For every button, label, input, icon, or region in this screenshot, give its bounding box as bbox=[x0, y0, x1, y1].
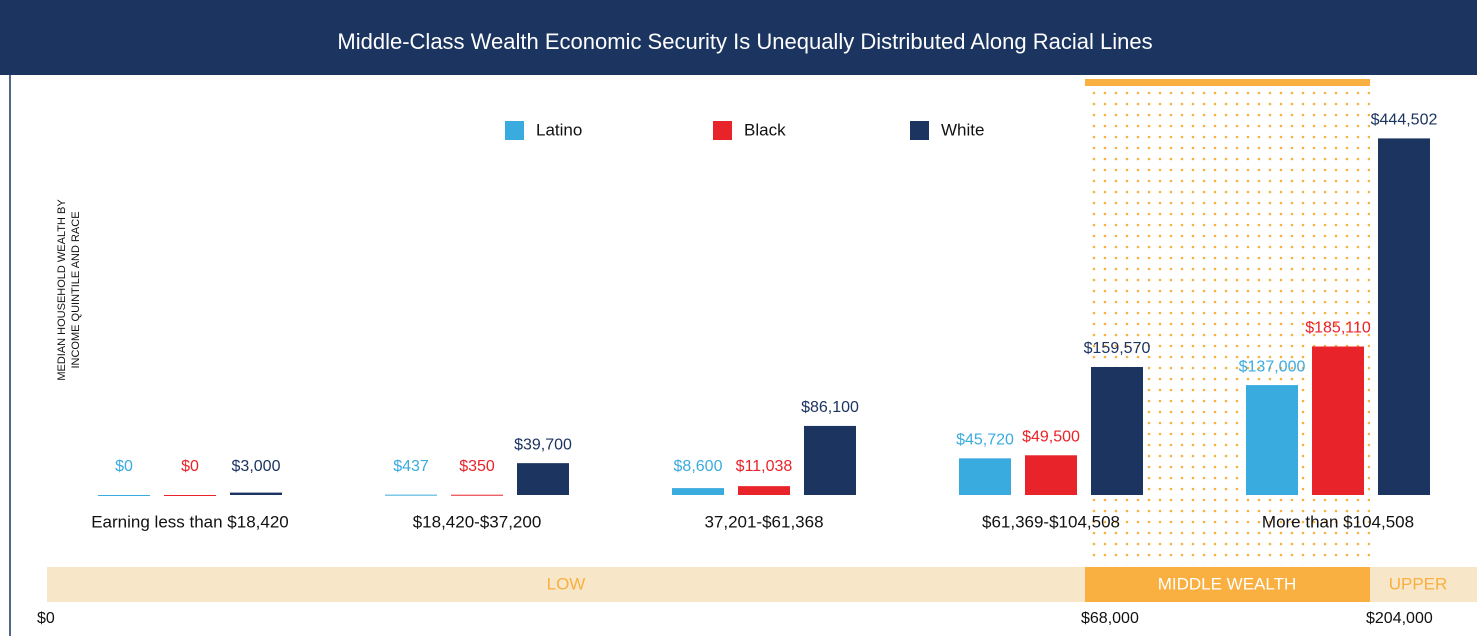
legend-label: Black bbox=[744, 120, 786, 139]
x-tick-label: More than $104,508 bbox=[1262, 512, 1414, 531]
value-label: $350 bbox=[459, 458, 495, 475]
value-label: $39,700 bbox=[514, 436, 572, 453]
legend-swatch bbox=[910, 121, 929, 140]
bar bbox=[1246, 385, 1298, 495]
bar bbox=[230, 492, 282, 495]
bar bbox=[1378, 138, 1430, 495]
x-tick-label: $18,420-$37,200 bbox=[413, 512, 542, 531]
value-label: $444,502 bbox=[1371, 112, 1438, 129]
legend-label: White bbox=[941, 120, 984, 139]
y-axis-label: INCOME QUINTILE AND RACE bbox=[70, 211, 82, 368]
wealth-band-middle bbox=[1085, 567, 1370, 602]
value-label: $8,600 bbox=[674, 458, 723, 475]
bar bbox=[1091, 366, 1143, 495]
legend-swatch bbox=[713, 121, 732, 140]
bar bbox=[164, 495, 216, 496]
x-tick-label: Earning less than $18,420 bbox=[91, 512, 289, 531]
value-label: $3,000 bbox=[232, 458, 281, 475]
legend-swatch bbox=[505, 121, 524, 140]
bar bbox=[98, 495, 150, 496]
band-label: LOW bbox=[547, 574, 586, 593]
bar bbox=[1025, 455, 1077, 495]
middle-zone-top bbox=[1085, 79, 1370, 86]
value-label: $159,570 bbox=[1084, 340, 1151, 357]
threshold-label: $68,000 bbox=[1081, 610, 1139, 627]
value-label: $11,038 bbox=[736, 458, 793, 475]
bar bbox=[672, 488, 724, 495]
value-label: $437 bbox=[393, 458, 429, 475]
value-label: $49,500 bbox=[1022, 429, 1080, 446]
value-label: $86,100 bbox=[801, 399, 859, 416]
title-bar bbox=[0, 0, 1477, 75]
legend-label: Latino bbox=[536, 120, 582, 139]
x-tick-label: 37,201-$61,368 bbox=[704, 512, 823, 531]
value-label: $45,720 bbox=[956, 432, 1014, 449]
threshold-label: $204,000 bbox=[1366, 610, 1433, 627]
bar bbox=[804, 425, 856, 495]
bar bbox=[959, 458, 1011, 495]
chart-title: Middle-Class Wealth Economic Security Is… bbox=[337, 29, 1152, 54]
x-tick-label: $61,369-$104,508 bbox=[982, 512, 1120, 531]
band-label: MIDDLE WEALTH bbox=[1158, 574, 1297, 593]
value-label: $137,000 bbox=[1239, 358, 1306, 375]
value-label: $185,110 bbox=[1305, 320, 1371, 337]
value-label: $0 bbox=[181, 458, 199, 475]
threshold-label: $0 bbox=[37, 610, 55, 627]
bar bbox=[385, 494, 437, 496]
bar bbox=[1312, 346, 1364, 495]
bar bbox=[738, 486, 790, 495]
y-axis-label: MEDIAN HOUSEHOLD WEALTH BY bbox=[56, 199, 68, 381]
bar bbox=[517, 463, 569, 495]
band-label: UPPER bbox=[1389, 574, 1448, 593]
value-label: $0 bbox=[115, 458, 133, 475]
bar bbox=[451, 494, 503, 496]
